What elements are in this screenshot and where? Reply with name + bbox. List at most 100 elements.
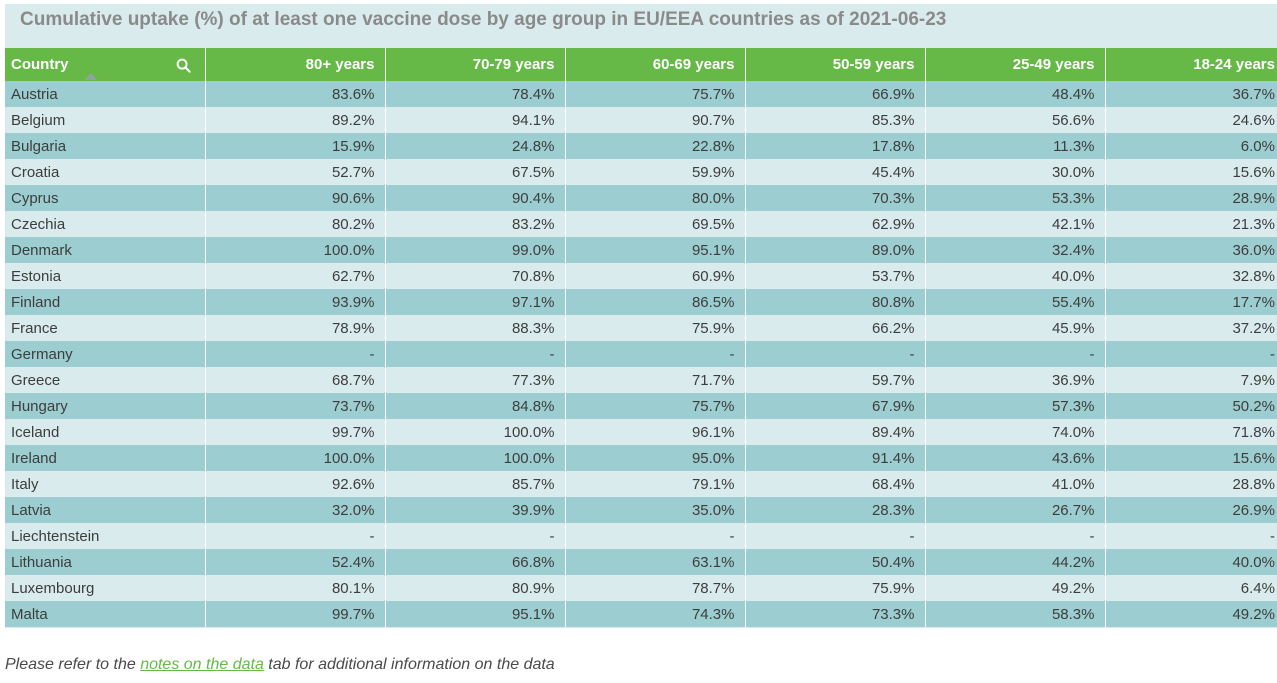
country-cell: Czechia [5, 211, 205, 237]
value-25-49: 40.0% [924, 263, 1105, 289]
table-body: Austria 83.6% 78.4% 75.7% 66.9% 48.4% 36.7% Bel… [5, 81, 1277, 627]
value-80-plus: 52.7% [204, 159, 385, 185]
value-25-49: 53.3% [924, 185, 1105, 211]
value-25-49: 32.4% [924, 237, 1105, 263]
value-50-59: - [744, 523, 925, 549]
value-70-79: 80.9% [384, 575, 565, 601]
table-row: Belgium 89.2% 94.1% 90.7% 85.3% 56.6% 24.6% [5, 107, 1277, 133]
value-18-24: 15.6% [1104, 445, 1277, 471]
country-cell: Germany [5, 341, 205, 367]
value-50-59: 28.3% [744, 497, 925, 523]
value-70-79: 39.9% [384, 497, 565, 523]
country-cell: Denmark [5, 237, 205, 263]
column-header-60-69[interactable]: 60-69 years [564, 48, 745, 81]
table-row: France 78.9% 88.3% 75.9% 66.2% 45.9% 37.2% [5, 315, 1277, 341]
value-80-plus: 52.4% [204, 549, 385, 575]
country-cell: Finland [5, 289, 205, 315]
value-18-24: 71.8% [1104, 419, 1277, 445]
value-25-49: 36.9% [924, 367, 1105, 393]
value-60-69: 80.0% [564, 185, 745, 211]
value-50-59: 59.7% [744, 367, 925, 393]
value-80-plus: 68.7% [204, 367, 385, 393]
table-row: Lithuania 52.4% 66.8% 63.1% 50.4% 44.2% 40.0% [5, 549, 1277, 575]
sort-ascending-icon[interactable] [85, 73, 97, 80]
value-25-49: 57.3% [924, 393, 1105, 419]
value-18-24: 15.6% [1104, 159, 1277, 185]
value-70-79: 84.8% [384, 393, 565, 419]
value-50-59: 17.8% [744, 133, 925, 159]
value-60-69: 63.1% [564, 549, 745, 575]
value-60-69: 35.0% [564, 497, 745, 523]
value-60-69: 75.9% [564, 315, 745, 341]
value-18-24: 26.9% [1104, 497, 1277, 523]
value-60-69: 22.8% [564, 133, 745, 159]
country-cell: Belgium [5, 107, 205, 133]
country-cell: Liechtenstein [5, 523, 205, 549]
column-header-25-49[interactable]: 25-49 years [924, 48, 1105, 81]
column-header-50-59[interactable]: 50-59 years [744, 48, 925, 81]
value-25-49: - [924, 341, 1105, 367]
notes-on-data-link[interactable]: notes on the data [140, 656, 264, 673]
value-25-49: 48.4% [924, 81, 1105, 107]
value-25-49: 58.3% [924, 601, 1105, 627]
value-70-79: 67.5% [384, 159, 565, 185]
value-50-59: 62.9% [744, 211, 925, 237]
value-60-69: 95.0% [564, 445, 745, 471]
value-70-79: 95.1% [384, 601, 565, 627]
value-80-plus: - [204, 523, 385, 549]
column-header-70-79[interactable]: 70-79 years [384, 48, 565, 81]
value-25-49: 49.2% [924, 575, 1105, 601]
country-cell: Hungary [5, 393, 205, 419]
value-70-79: - [384, 523, 565, 549]
country-cell: Ireland [5, 445, 205, 471]
value-25-49: 55.4% [924, 289, 1105, 315]
value-18-24: 17.7% [1104, 289, 1277, 315]
value-80-plus: - [204, 341, 385, 367]
table-row: Cyprus 90.6% 90.4% 80.0% 70.3% 53.3% 28.9% [5, 185, 1277, 211]
value-18-24: 28.8% [1104, 471, 1277, 497]
country-cell: Greece [5, 367, 205, 393]
value-70-79: 99.0% [384, 237, 565, 263]
value-25-49: - [924, 523, 1105, 549]
table-row: Malta 99.7% 95.1% 74.3% 73.3% 58.3% 49.2% [5, 601, 1277, 627]
value-25-49: 30.0% [924, 159, 1105, 185]
value-50-59: 70.3% [744, 185, 925, 211]
value-60-69: 75.7% [564, 393, 745, 419]
country-cell: Iceland [5, 419, 205, 445]
value-70-79: 66.8% [384, 549, 565, 575]
value-25-49: 44.2% [924, 549, 1105, 575]
table-row: Italy 92.6% 85.7% 79.1% 68.4% 41.0% 28.8% [5, 471, 1277, 497]
value-70-79: 90.4% [384, 185, 565, 211]
table-row: Denmark 100.0% 99.0% 95.1% 89.0% 32.4% 36.0% [5, 237, 1277, 263]
table-row: Czechia 80.2% 83.2% 69.5% 62.9% 42.1% 21.3% [5, 211, 1277, 237]
country-cell: Italy [5, 471, 205, 497]
value-18-24: 37.2% [1104, 315, 1277, 341]
vaccine-uptake-table: Country 80+ years 70-79 years 60-69 year… [5, 48, 1277, 627]
value-60-69: 96.1% [564, 419, 745, 445]
value-50-59: 66.2% [744, 315, 925, 341]
column-header-80-plus[interactable]: 80+ years [204, 48, 385, 81]
value-80-plus: 99.7% [204, 419, 385, 445]
value-18-24: 24.6% [1104, 107, 1277, 133]
table-row: Hungary 73.7% 84.8% 75.7% 67.9% 57.3% 50.2% [5, 393, 1277, 419]
table-header-row: Country 80+ years 70-79 years 60-69 year… [5, 48, 1277, 81]
value-80-plus: 15.9% [204, 133, 385, 159]
value-80-plus: 100.0% [204, 237, 385, 263]
value-60-69: 69.5% [564, 211, 745, 237]
column-header-18-24[interactable]: 18-24 years [1104, 48, 1277, 81]
table-row: Latvia 32.0% 39.9% 35.0% 28.3% 26.7% 26.9% [5, 497, 1277, 523]
value-70-79: 88.3% [384, 315, 565, 341]
value-50-59: 67.9% [744, 393, 925, 419]
table-row: Germany - - - - - - [5, 341, 1277, 367]
value-80-plus: 92.6% [204, 471, 385, 497]
country-cell: Croatia [5, 159, 205, 185]
search-icon[interactable] [176, 58, 191, 73]
value-25-49: 26.7% [924, 497, 1105, 523]
table-row: Bulgaria 15.9% 24.8% 22.8% 17.8% 11.3% 6.0% [5, 133, 1277, 159]
value-18-24: 36.7% [1104, 81, 1277, 107]
column-header-country[interactable]: Country [5, 48, 205, 81]
value-18-24: 32.8% [1104, 263, 1277, 289]
value-60-69: 79.1% [564, 471, 745, 497]
country-cell: Malta [5, 601, 205, 627]
value-50-59: 85.3% [744, 107, 925, 133]
